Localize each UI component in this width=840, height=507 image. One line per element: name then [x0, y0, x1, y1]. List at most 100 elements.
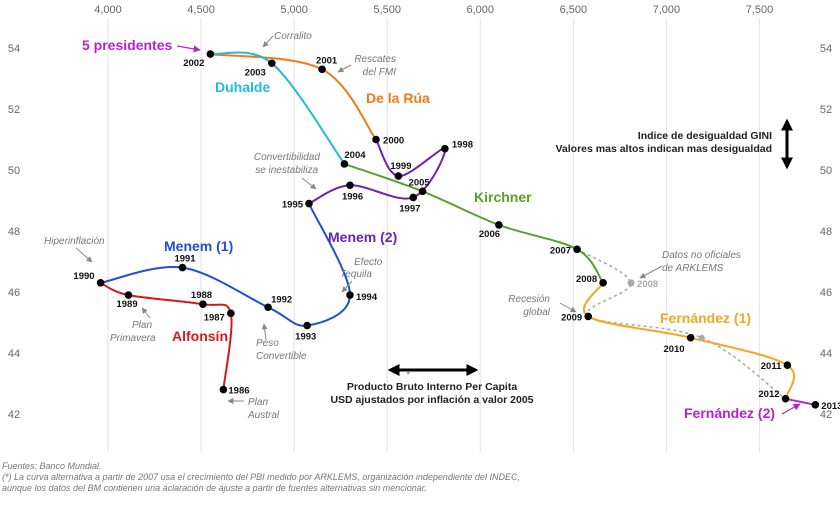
point-label-2002: 2002 [183, 58, 204, 69]
point-2000 [372, 135, 380, 144]
y-tick-label-right-6: 54 [820, 43, 832, 55]
point-2010 [686, 333, 695, 342]
x-tick-label-2: 5,000 [280, 4, 308, 16]
point-alternative-2008 [627, 279, 635, 287]
series-line-kirchner [343, 162, 605, 284]
series-label-duhalde: Duhalde [215, 79, 270, 95]
point-label-1986: 1986 [228, 386, 249, 397]
footer-note-2: aunque los datos del BM contienen una ac… [2, 483, 427, 493]
annotation-tequila-1: Efecto [354, 257, 383, 268]
point-label-2000: 2000 [383, 136, 404, 147]
point-2011 [783, 361, 792, 370]
series-label-kirchner: Kirchner [474, 189, 532, 205]
point-2004 [340, 160, 349, 168]
y-tick-label-left-6: 54 [8, 43, 20, 55]
point-2008 [599, 279, 607, 287]
point-label-1992: 1992 [271, 294, 292, 305]
point-label-1987: 1987 [204, 312, 225, 323]
series-line-de-la-r-a [209, 53, 377, 141]
point-2001 [318, 65, 326, 74]
point-1986 [219, 385, 228, 394]
point-label-1998: 1998 [452, 140, 473, 151]
alternative-asterisk: * [406, 370, 411, 381]
series-label-menem-2: Menem (2) [328, 229, 397, 245]
y-tick-label-right-3: 48 [820, 226, 832, 238]
arrow-corralito [262, 35, 274, 48]
xlabel: Producto Bruto Interno Per Capita [347, 381, 518, 393]
point-label-2012: 2012 [758, 389, 779, 400]
point-2005 [418, 187, 427, 196]
point-2002 [206, 50, 215, 58]
arrow-rescates [337, 64, 352, 73]
series-line-fern-ndez-2 [784, 397, 817, 406]
x-tick-label-3: 5,500 [373, 4, 401, 16]
ylabel: Indice de desigualdad GINI [638, 130, 772, 142]
point-1998 [441, 144, 449, 153]
x-tick-label-5: 6,500 [560, 4, 588, 16]
point-label-2010: 2010 [663, 344, 684, 355]
y-tick-label-right-0: 42 [820, 409, 832, 421]
data-points: 2008 1986 1987 1988 1989 1990 1991 1992 1993 1994… [73, 50, 840, 412]
annotation-austral-2: Austral [247, 410, 280, 421]
y-tick-label-left-1: 44 [8, 348, 20, 360]
y-tick-label-right-4: 50 [820, 165, 832, 177]
footer-notes: Fuentes: Banco Mundial. (*) La curva alt… [2, 461, 832, 494]
series-line-menem-1 [99, 202, 352, 327]
arrow-convert [301, 177, 317, 190]
point-label-2003: 2003 [245, 67, 266, 78]
annotation-recesion-1: Recesión [508, 294, 550, 305]
point-label-1991: 1991 [174, 254, 196, 265]
x-tick-label-1: 4,500 [187, 4, 215, 16]
annotation-rescates-2: del FMI [363, 67, 397, 78]
series-label-de-la-rua: De la Rúa [366, 90, 430, 106]
annotation-arklems-1: Datos no oficiales [662, 250, 741, 261]
point-label-1990: 1990 [73, 271, 94, 282]
point-1987 [227, 309, 235, 318]
point-2003 [267, 59, 276, 68]
point-1997 [409, 193, 418, 202]
x-tick-label-4: 6,000 [467, 4, 495, 16]
annotation-tequila-2: Tequila [340, 269, 372, 280]
footer-note-1: (*) La curva alternativa a partir de 200… [2, 472, 520, 482]
arrow-peso [261, 323, 268, 341]
point-label-2008: 2008 [576, 274, 597, 285]
x-tick-label-0: 4,000 [94, 4, 122, 16]
y-tick-label-right-5: 52 [820, 104, 832, 116]
series-lines [99, 51, 817, 406]
y-tick-label-left-3: 48 [8, 226, 20, 238]
point-label-2007: 2007 [550, 245, 571, 256]
point-1993 [303, 321, 311, 330]
point-1992 [264, 303, 272, 312]
point-label-1999: 1999 [390, 161, 411, 172]
point-2007 [573, 245, 581, 254]
xlabel-sub: USD ajustados por inflación a valor 2005 [330, 394, 533, 406]
annotation-austral-1: Plan [248, 397, 268, 408]
series-label-menem-1: Menem (1) [164, 238, 233, 254]
arrow-primavera [141, 307, 151, 319]
series-label-fernandez-2: Fernández (2) [684, 405, 775, 421]
point-label-1996: 1996 [342, 191, 363, 202]
annotation-peso-1: Peso [256, 338, 279, 349]
arrow-tequila [341, 280, 353, 293]
point-1994 [346, 291, 354, 299]
arrow-arklems [639, 265, 663, 279]
annotation-convert-2: se inestabiliza [255, 165, 318, 176]
point-label-alternative-2008: 2008 [637, 279, 658, 290]
point-1996 [346, 181, 354, 190]
point-label-2009: 2009 [561, 312, 582, 323]
point-1991 [178, 263, 187, 272]
annotation-corralito: Corralito [274, 31, 312, 42]
point-label-1994: 1994 [356, 292, 378, 303]
point-label-2005: 2005 [409, 177, 431, 188]
point-label-2006: 2006 [479, 229, 500, 240]
point-1999 [394, 172, 403, 180]
point-1988 [199, 300, 207, 309]
point-label-1993: 1993 [295, 332, 316, 343]
point-2013 [811, 401, 820, 409]
annotation-arrows [75, 35, 663, 404]
series-label-fernandez-1: Fernández (1) [660, 310, 751, 326]
point-label-1988: 1988 [191, 290, 212, 301]
point-label-1995: 1995 [282, 200, 304, 211]
point-label-1997: 1997 [399, 203, 420, 214]
y-tick-label-left-0: 42 [8, 409, 20, 421]
